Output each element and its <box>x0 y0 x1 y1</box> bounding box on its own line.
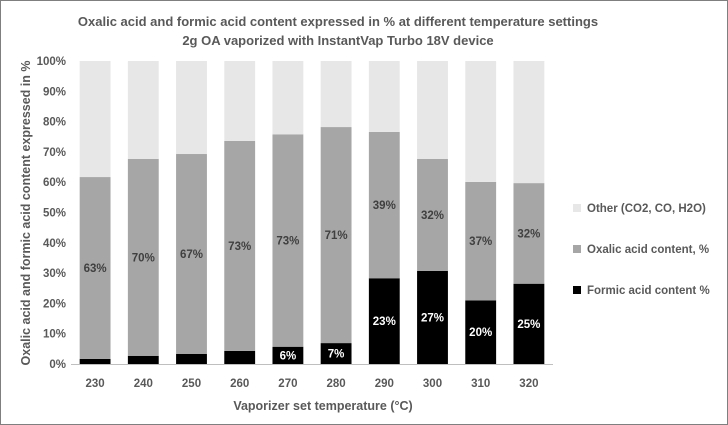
x-tick-label: 230 <box>86 378 105 390</box>
x-tick-label: 280 <box>327 378 346 390</box>
data-label: 63% <box>84 263 107 275</box>
bar-segment <box>224 140 256 351</box>
bar-segment <box>465 61 497 182</box>
y-tick-label: 0% <box>49 359 66 371</box>
x-tick-label: 300 <box>423 378 442 390</box>
data-label: 25% <box>517 319 540 331</box>
data-label: 73% <box>276 236 299 248</box>
data-label: 7% <box>328 349 345 361</box>
bar-segment <box>417 270 448 364</box>
data-label: 37% <box>469 236 492 248</box>
y-tick-label: 10% <box>43 329 66 341</box>
y-tick-label: 80% <box>43 117 66 129</box>
bar-segment <box>320 127 352 344</box>
y-axis-ticks: 0% 10% 20% 30% 40% 50% 60% 70% 80% 90% 100% <box>37 56 66 371</box>
bar-segment <box>368 61 400 132</box>
chart-subtitle: 2g OA vaporized with InstantVap Turbo 18… <box>182 33 493 48</box>
bar-segment <box>465 300 497 364</box>
bar-segment <box>417 61 448 159</box>
legend-entry: Oxalic acid content, % <box>587 244 709 256</box>
bar-segment <box>272 134 304 347</box>
bar-segment <box>320 61 352 128</box>
legend-swatch <box>573 286 581 294</box>
data-label: 20% <box>469 327 492 339</box>
y-tick-label: 90% <box>43 86 66 98</box>
y-axis-title: Oxalic acid and formic acid content expr… <box>19 61 33 366</box>
data-label: 32% <box>517 228 540 240</box>
bar-segment <box>176 354 207 364</box>
bar-segment <box>176 61 207 155</box>
bar-segment <box>79 358 111 364</box>
data-label: 70% <box>132 252 155 264</box>
legend: Other (CO2, CO, H2O) Oxalic acid content,… <box>573 203 710 297</box>
bar-segment <box>320 343 352 364</box>
x-axis-ticks: 230 240 250 260 270 280 290 300 310 320 <box>86 378 539 390</box>
data-label: 71% <box>325 230 348 242</box>
y-tick-label: 50% <box>43 208 66 220</box>
bar-segment <box>127 61 159 159</box>
data-label: 6% <box>280 350 297 362</box>
bars: 2%63%3%70%3%67%5%73%6%73%7%71%23%39%27%3… <box>79 61 545 364</box>
data-label: 23% <box>373 316 396 328</box>
bar-segment <box>513 283 545 364</box>
bar-segment <box>513 183 545 284</box>
legend-swatch <box>573 245 581 253</box>
bar-segment <box>79 61 111 178</box>
data-label: 27% <box>421 312 444 324</box>
bar-segment <box>224 61 256 141</box>
y-tick-label: 30% <box>43 268 66 280</box>
bar-segment <box>79 177 111 359</box>
x-axis-title: Vaporizer set temperature (°C) <box>233 399 412 413</box>
y-tick-label: 20% <box>43 298 66 310</box>
x-tick-label: 260 <box>230 378 249 390</box>
data-label: 39% <box>373 200 396 212</box>
x-tick-label: 270 <box>278 378 297 390</box>
x-tick-label: 290 <box>375 378 394 390</box>
data-label: 73% <box>228 241 251 253</box>
y-tick-label: 40% <box>43 238 66 250</box>
x-tick-label: 310 <box>471 378 490 390</box>
bar-segment <box>417 158 448 271</box>
x-tick-label: 250 <box>182 378 201 390</box>
bar-segment <box>127 355 159 364</box>
chart-title: Oxalic acid and formic acid content expr… <box>78 14 598 29</box>
bar-segment <box>176 154 207 355</box>
bar-segment <box>513 61 545 184</box>
data-label: 67% <box>180 249 203 261</box>
x-tick-label: 240 <box>134 378 153 390</box>
bar-segment <box>272 61 304 135</box>
bar-segment <box>272 346 304 364</box>
bar-segment <box>465 181 497 301</box>
y-tick-label: 70% <box>43 147 66 159</box>
legend-entry: Other (CO2, CO, H2O) <box>587 203 706 215</box>
legend-entry: Formic acid content % <box>587 285 710 297</box>
legend-swatch <box>573 204 581 212</box>
bar-segment <box>127 158 159 356</box>
x-tick-label: 320 <box>519 378 538 390</box>
bar-segment <box>224 350 256 364</box>
bar-segment <box>368 278 400 364</box>
y-tick-label: 100% <box>37 56 66 68</box>
y-tick-label: 60% <box>43 177 66 189</box>
data-label: 32% <box>421 210 444 222</box>
bar-segment <box>368 131 400 279</box>
